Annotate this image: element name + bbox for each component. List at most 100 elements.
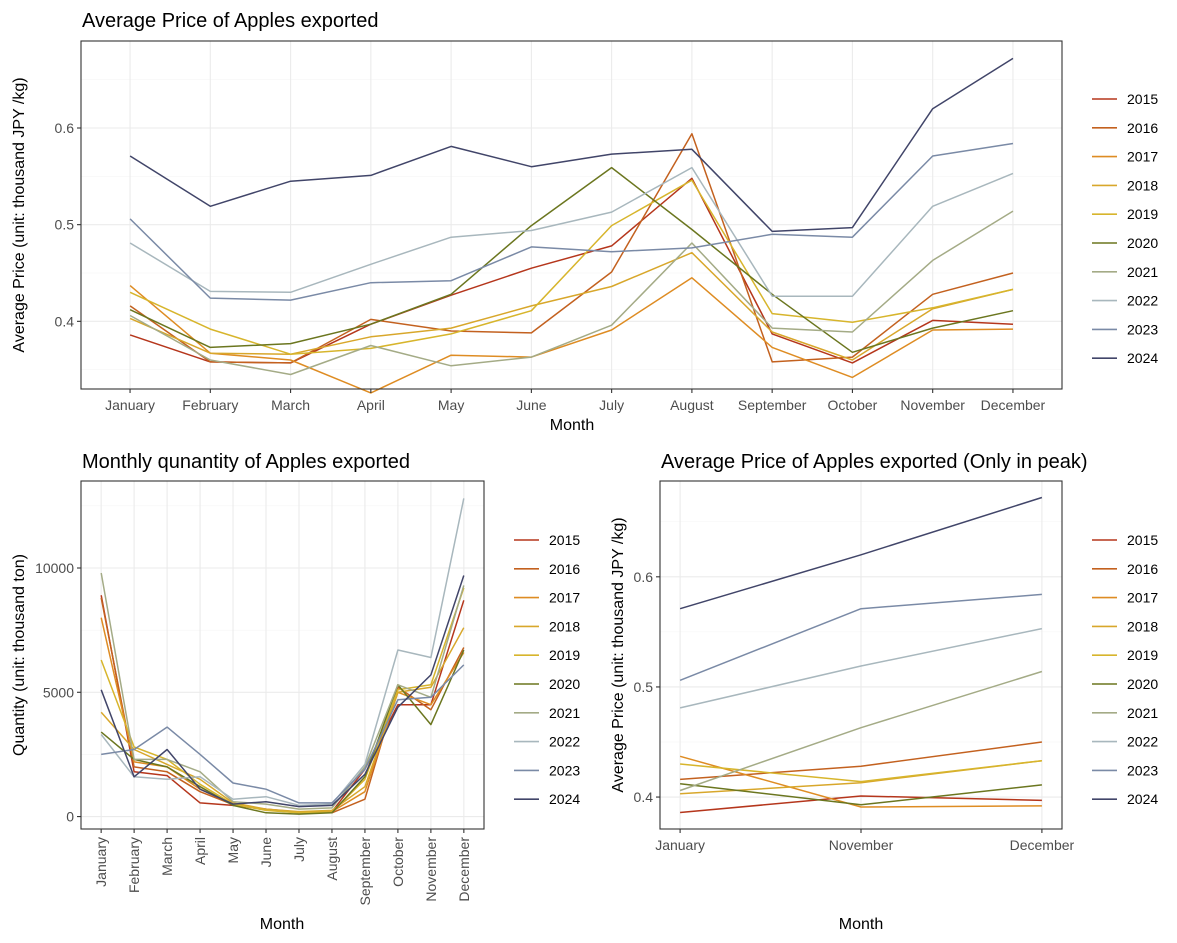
y-tick-label: 0.5 xyxy=(634,679,654,695)
legend: 2015 2016 2017 2018 2019 2020 2021 2022 2023 2024 xyxy=(514,532,580,807)
legend-label: 2019 xyxy=(549,647,580,663)
series-line-2023 xyxy=(129,142,1014,301)
legend-label: 2020 xyxy=(1127,676,1158,692)
y-axis-title: Average Price (unit: thousand JPY /kg) xyxy=(610,517,627,792)
series-line-2020 xyxy=(100,649,465,815)
quantity-chart: 0 5000 10000 January February March April May Ju… xyxy=(11,451,580,933)
legend: 2015 2016 2017 2018 2019 2020 2021 2022 2023 2024 xyxy=(1092,91,1158,366)
legend-label: 2015 xyxy=(549,532,580,548)
legend-label: 2016 xyxy=(549,561,580,577)
y-tick-label: 0.6 xyxy=(55,120,75,136)
series-line-2016 xyxy=(129,133,1014,364)
x-tick-label: November xyxy=(900,397,965,413)
x-tick-label: November xyxy=(829,837,894,853)
legend-label: 2019 xyxy=(1127,206,1158,222)
y-tick-label: 0.6 xyxy=(634,569,654,585)
x-tick-label: October xyxy=(390,837,406,887)
x-tick-label: April xyxy=(192,837,208,865)
series-line-2017 xyxy=(679,755,1042,808)
y-axis-title: Average Price (unit: thousand JPY /kg) xyxy=(11,77,28,352)
series-line-2018 xyxy=(129,251,1014,361)
chart-title: Average Price of Apples exported xyxy=(82,10,378,32)
x-axis-title: Month xyxy=(550,417,594,434)
x-tick-label: October xyxy=(828,397,878,413)
x-tick-label: June xyxy=(258,837,274,868)
series-line-2022 xyxy=(129,166,1014,297)
legend-label: 2021 xyxy=(549,705,580,721)
y-tick-label: 0.4 xyxy=(634,789,654,805)
x-axis-title: Month xyxy=(839,916,883,933)
legend-label: 2021 xyxy=(1127,705,1158,721)
legend-label: 2018 xyxy=(1127,177,1158,193)
panel-border xyxy=(80,480,485,830)
x-tick-label: August xyxy=(670,397,714,413)
x-tick-label: June xyxy=(516,397,547,413)
legend-label: 2015 xyxy=(1127,532,1158,548)
series-line-2020 xyxy=(680,783,1042,806)
series-line-2017 xyxy=(100,617,465,814)
legend-label: 2017 xyxy=(549,590,580,606)
series-line-2015 xyxy=(680,795,1042,814)
legend: 2015 2016 2017 2018 2019 2020 2021 2022 2023 2024 xyxy=(1092,532,1158,807)
x-tick-label: December xyxy=(981,397,1046,413)
legend-label: 2023 xyxy=(1127,762,1158,778)
series-line-2023 xyxy=(679,593,1042,681)
x-tick-label: February xyxy=(182,397,238,413)
y-tick-label: 0.4 xyxy=(55,313,75,329)
y-tick-label: 0 xyxy=(66,809,74,825)
x-tick-label: November xyxy=(423,837,439,902)
legend-label: 2015 xyxy=(1127,91,1158,107)
y-axis-title: Quantity (unit: thousand ton) xyxy=(11,554,28,756)
legend-label: 2022 xyxy=(549,734,580,750)
y-tick-label: 0.5 xyxy=(55,217,75,233)
series-line-2022 xyxy=(679,627,1043,709)
legend-label: 2022 xyxy=(1127,293,1158,309)
x-tick-label: January xyxy=(655,837,705,853)
legend-label: 2024 xyxy=(1127,791,1158,807)
series-line-2021 xyxy=(100,572,465,810)
x-tick-label: September xyxy=(738,397,807,413)
legend-label: 2020 xyxy=(549,676,580,692)
x-tick-label: August xyxy=(324,837,340,881)
x-tick-label: February xyxy=(126,837,142,893)
legend-label: 2019 xyxy=(1127,647,1158,663)
series-line-2018 xyxy=(100,627,465,813)
x-tick-label: April xyxy=(357,397,385,413)
x-tick-label: March xyxy=(159,837,175,876)
x-tick-label: January xyxy=(93,837,109,887)
legend-label: 2023 xyxy=(1127,321,1158,337)
series-line-2024 xyxy=(100,575,465,808)
legend-label: 2018 xyxy=(1127,618,1158,634)
legend-label: 2017 xyxy=(1127,590,1158,606)
legend-label: 2022 xyxy=(1127,734,1158,750)
x-tick-label: September xyxy=(357,837,373,906)
x-tick-label: December xyxy=(1010,837,1075,853)
x-tick-label: July xyxy=(599,397,624,413)
x-tick-label: May xyxy=(225,837,241,863)
x-tick-label: May xyxy=(438,397,464,413)
x-tick-label: July xyxy=(291,837,307,862)
chart-title: Monthly qunantity of Apples exported xyxy=(82,451,410,473)
chart-title: Average Price of Apples exported (Only i… xyxy=(661,451,1088,473)
series-line-2024 xyxy=(679,496,1043,610)
series-line-2019 xyxy=(129,179,1014,355)
legend-label: 2024 xyxy=(1127,350,1158,366)
legend-label: 2021 xyxy=(1127,264,1158,280)
x-axis-title: Month xyxy=(260,916,304,933)
legend-label: 2023 xyxy=(549,762,580,778)
legend-label: 2018 xyxy=(549,618,580,634)
series-line-2022 xyxy=(100,498,465,807)
legend-label: 2020 xyxy=(1127,235,1158,251)
legend-label: 2024 xyxy=(549,791,580,807)
main-chart: 0.4 0.5 0.6 January February March April May Jun… xyxy=(11,10,1158,434)
x-tick-label: January xyxy=(105,397,155,413)
series-line-2021 xyxy=(679,670,1043,792)
legend-label: 2016 xyxy=(1127,120,1158,136)
x-tick-label: March xyxy=(271,397,310,413)
y-tick-label: 10000 xyxy=(35,560,74,576)
x-tick-label: December xyxy=(456,837,472,902)
panel-border xyxy=(80,40,1063,390)
series-line-2015 xyxy=(100,595,465,813)
series-line-2020 xyxy=(129,166,1014,354)
